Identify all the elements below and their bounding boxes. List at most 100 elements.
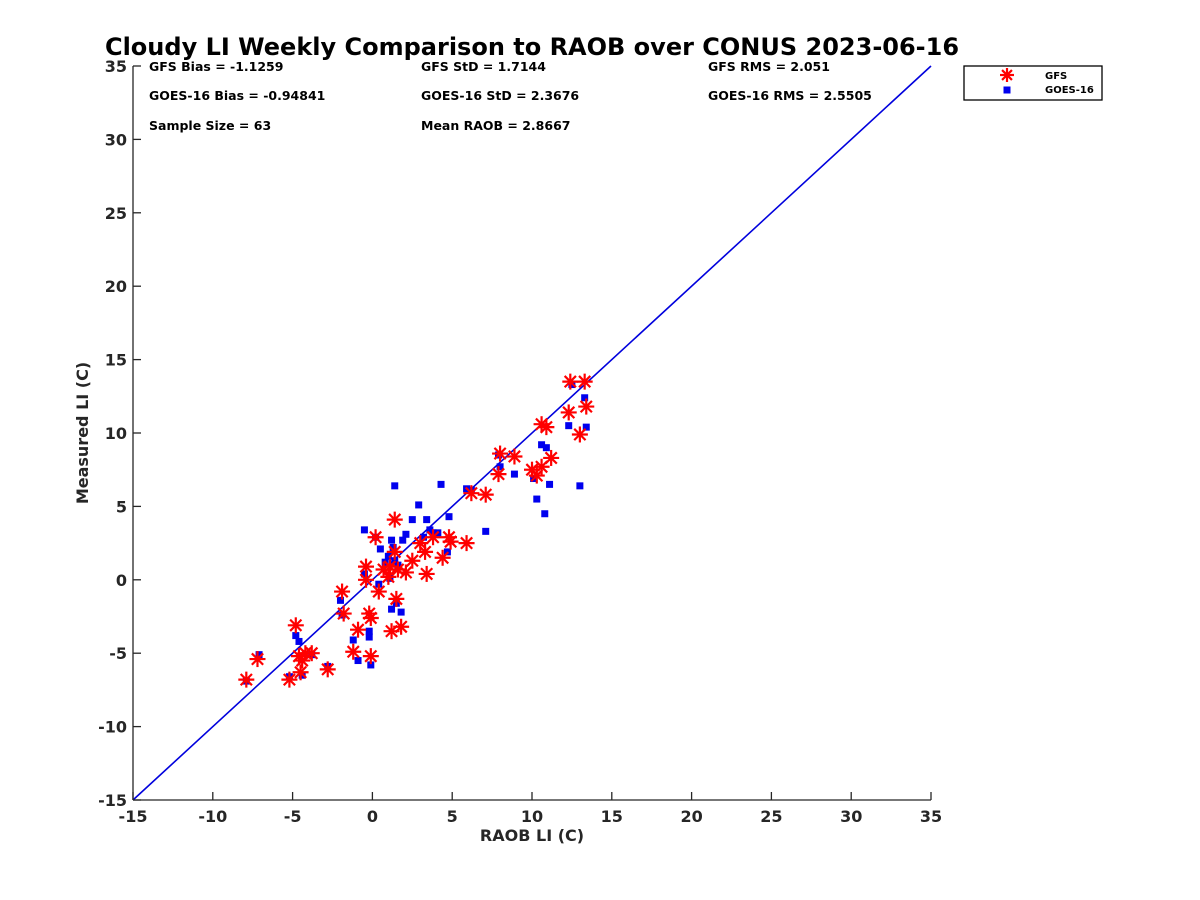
gfs-point bbox=[345, 643, 362, 660]
statistics-annotations: GFS Bias = -1.1259 GFS StD = 1.7144 GFS RM… bbox=[149, 59, 872, 133]
asterisk-stroke bbox=[508, 450, 521, 463]
asterisk-stroke bbox=[337, 607, 351, 620]
y-tick-label: -5 bbox=[109, 644, 127, 663]
y-axis-label: Measured LI (C) bbox=[73, 362, 92, 504]
gfs-point bbox=[543, 449, 560, 466]
y-tick-label: 35 bbox=[105, 57, 127, 76]
legend-box bbox=[963, 65, 1103, 101]
asterisk-stroke bbox=[364, 649, 378, 663]
gfs-point bbox=[576, 373, 593, 390]
stat-goes-rms: GOES-16 RMS = 2.5505 bbox=[708, 88, 872, 103]
goes16-point bbox=[365, 633, 373, 641]
goes16-point bbox=[367, 661, 375, 669]
gfs-point bbox=[370, 583, 387, 600]
goes16-point bbox=[445, 513, 453, 521]
asterisk-stroke bbox=[573, 428, 587, 441]
asterisk-stroke bbox=[383, 560, 397, 574]
gfs-point bbox=[490, 466, 507, 483]
gfs-point bbox=[538, 419, 555, 436]
gfs-point bbox=[404, 552, 421, 569]
goes16-point bbox=[336, 596, 344, 604]
chart-title: Cloudy LI Weekly Comparison to RAOB over… bbox=[105, 33, 959, 61]
goes16-point bbox=[510, 470, 518, 478]
x-tick-label: 30 bbox=[840, 807, 862, 826]
gfs-point bbox=[442, 533, 459, 550]
asterisk-stroke bbox=[335, 585, 349, 598]
goes16-point bbox=[437, 480, 445, 488]
x-tick-label: -10 bbox=[198, 807, 227, 826]
gfs-point bbox=[319, 661, 336, 678]
goes16-point bbox=[582, 423, 590, 431]
reference-line-layer bbox=[132, 65, 932, 801]
asterisk-stroke bbox=[294, 665, 308, 679]
legend-gfs-label: GFS bbox=[1045, 71, 1067, 82]
goes16-point bbox=[538, 441, 546, 449]
goes16-point bbox=[419, 533, 427, 541]
asterisk-stroke bbox=[394, 620, 408, 634]
gfs-point bbox=[418, 565, 435, 582]
stat-gfs-bias: GFS Bias = -1.1259 bbox=[149, 59, 283, 74]
gfs-point bbox=[386, 511, 403, 528]
y-tick-label: 5 bbox=[116, 497, 127, 516]
y-tick-label: 20 bbox=[105, 277, 127, 296]
goes16-point bbox=[384, 552, 392, 560]
asterisk-stroke bbox=[578, 375, 592, 389]
goes16-point bbox=[292, 632, 300, 640]
x-tick-label: 15 bbox=[601, 807, 623, 826]
stat-gfs-rms: GFS RMS = 2.051 bbox=[708, 59, 830, 74]
goes16-point bbox=[399, 536, 407, 544]
asterisk-stroke bbox=[251, 652, 264, 666]
asterisk-stroke bbox=[544, 451, 558, 465]
asterisk-stroke bbox=[346, 645, 360, 659]
x-tick-label: 10 bbox=[521, 807, 543, 826]
one-to-one-line bbox=[132, 65, 932, 801]
asterisk-stroke bbox=[562, 406, 576, 419]
gfs-point bbox=[362, 609, 379, 626]
gfs-point bbox=[434, 549, 451, 566]
gfs-point bbox=[388, 590, 405, 607]
y-tick-label: 15 bbox=[105, 351, 127, 370]
gfs-point bbox=[367, 529, 384, 546]
gfs-point bbox=[562, 373, 579, 390]
asterisk-stroke bbox=[563, 375, 577, 389]
goes16-point bbox=[360, 526, 368, 534]
gfs-point bbox=[350, 621, 367, 638]
asterisk-stroke bbox=[413, 536, 427, 550]
goes16-point bbox=[546, 480, 554, 488]
goes16-point bbox=[415, 501, 423, 509]
goes16-point bbox=[391, 482, 399, 490]
y-tick-label: 25 bbox=[105, 204, 127, 223]
goes16-point bbox=[482, 527, 490, 535]
asterisk-stroke bbox=[426, 530, 440, 544]
asterisk-stroke bbox=[539, 420, 553, 434]
gfs-point bbox=[287, 617, 304, 634]
gfs-point bbox=[358, 571, 375, 588]
goes16-point bbox=[581, 394, 589, 402]
legend-goes16-marker bbox=[1003, 86, 1011, 94]
legend-goes16-label: GOES-16 bbox=[1045, 85, 1094, 96]
y-tick-label: -10 bbox=[98, 718, 127, 737]
asterisk-stroke bbox=[391, 563, 405, 576]
goes16-point bbox=[542, 444, 550, 452]
asterisk-stroke bbox=[359, 560, 373, 574]
goes16-point bbox=[533, 495, 541, 503]
gfs-point bbox=[281, 671, 298, 688]
gfs-point bbox=[238, 671, 255, 688]
asterisk-stroke bbox=[381, 570, 395, 584]
asterisk-stroke bbox=[239, 673, 253, 687]
goes16-point bbox=[397, 608, 405, 616]
legend-gfs-marker bbox=[1000, 68, 1014, 82]
y-tick-label: 30 bbox=[105, 130, 127, 149]
asterisk-stroke bbox=[282, 673, 296, 687]
asterisk-stroke bbox=[420, 567, 434, 581]
data-points-layer bbox=[238, 373, 595, 688]
x-tick-label: 35 bbox=[920, 807, 942, 826]
gfs-point bbox=[458, 535, 475, 552]
gfs-point bbox=[492, 445, 509, 462]
goes16-point bbox=[295, 637, 303, 645]
gfs-point bbox=[292, 664, 309, 681]
gfs-point bbox=[417, 543, 434, 560]
gfs-point bbox=[477, 486, 494, 503]
goes16-point bbox=[565, 422, 573, 430]
gfs-point bbox=[380, 568, 397, 585]
